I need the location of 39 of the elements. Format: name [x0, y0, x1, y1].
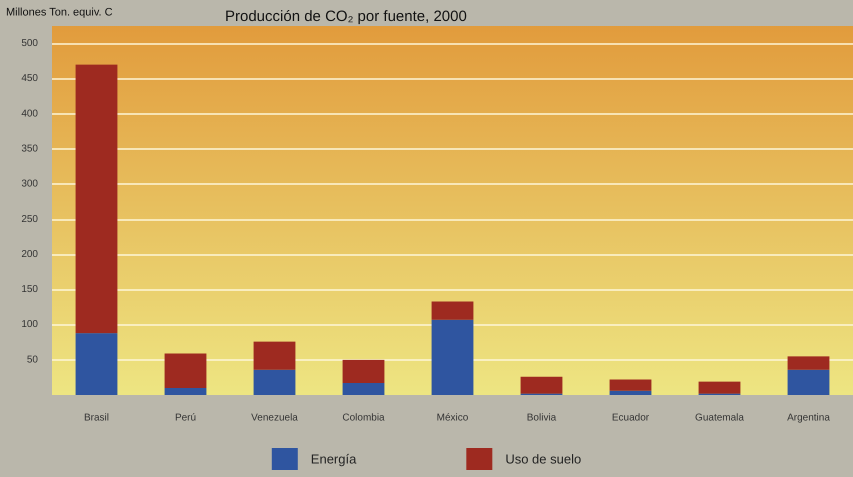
bar: [76, 64, 118, 334]
x-tick-label: Venezuela: [251, 412, 298, 424]
x-tick-label: Brasil: [84, 412, 110, 424]
bar: [698, 382, 740, 394]
bar: [610, 390, 652, 395]
x-tick-label: Argentina: [787, 412, 830, 424]
legend-label: Energía: [310, 452, 358, 466]
y-tick-label: 500: [21, 38, 38, 50]
bar: [342, 360, 384, 384]
y-tick-label: 100: [21, 319, 38, 330]
y-tick-label: 450: [21, 73, 38, 84]
legend-label: Uso de suelo: [505, 452, 582, 466]
bar: [520, 376, 562, 394]
y-tick-label: 350: [21, 144, 38, 154]
bar: [432, 302, 474, 320]
x-tick-label: Bolivia: [526, 412, 557, 424]
bar: [788, 356, 830, 370]
bar: [788, 370, 830, 395]
y-tick-label: 50: [26, 354, 38, 366]
bar: [254, 370, 296, 395]
y-tick-label: 150: [21, 284, 38, 296]
y-tick-label: 300: [21, 178, 38, 190]
bar: [164, 354, 206, 388]
y-tick-label: 250: [21, 214, 38, 225]
bar: [254, 342, 296, 370]
x-tick-label: Guatemala: [695, 412, 744, 424]
x-tick-label: Perú: [174, 412, 196, 424]
x-tick-label: México: [436, 412, 469, 424]
bar: [432, 320, 474, 395]
y-tick-label: 400: [21, 108, 38, 120]
y-tick-label: 200: [21, 248, 38, 260]
chart-title: Producción de CO₂ por fuente, 2000: [225, 8, 467, 25]
bar: [164, 388, 206, 395]
y-axis-title: Millones Ton. equiv. C: [6, 6, 113, 18]
bar: [342, 383, 384, 395]
bar: [76, 333, 118, 395]
x-tick-label: Colombia: [342, 412, 386, 424]
bar: [610, 380, 652, 391]
x-tick-label: Ecuador: [612, 412, 650, 424]
